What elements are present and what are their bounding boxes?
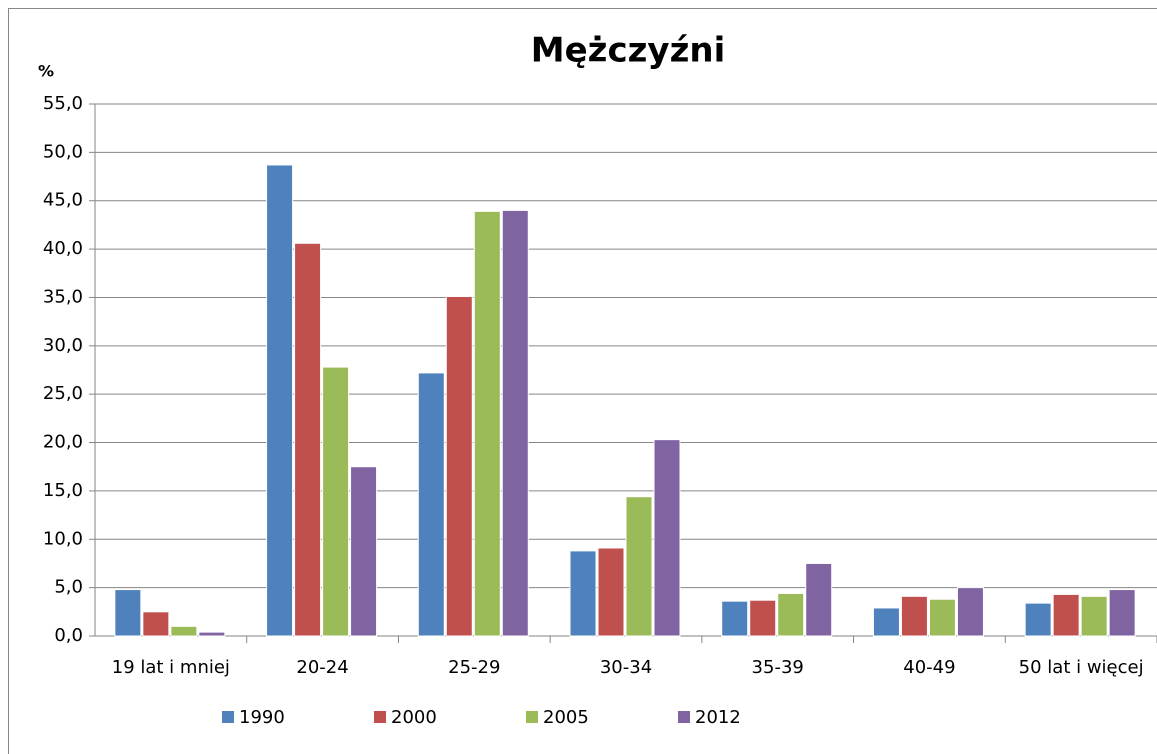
bar [322,366,350,637]
y-tick-label: 40,0 [43,238,83,259]
bar [1080,595,1108,637]
y-tick-label: 50,0 [43,141,83,162]
bar [266,164,294,637]
bar [114,589,142,637]
y-tick-label: 30,0 [43,335,83,356]
legend-swatch [222,711,234,723]
y-tick-label: 15,0 [43,480,83,501]
bar [928,598,956,637]
x-tick-label: 35-39 [752,657,804,678]
legend-swatch [526,711,538,723]
x-tick-label: 20-24 [296,657,348,678]
y-tick-label: 0,0 [54,625,83,646]
bar [956,587,984,637]
bar [625,496,653,637]
bar [805,562,833,637]
legend-label: 2000 [391,707,437,728]
bar [597,547,625,637]
bar [142,611,170,637]
legend-swatch [678,711,690,723]
x-tick-label: 19 lat i mniej [112,657,230,678]
bar [900,595,928,637]
legend-label: 2005 [543,707,589,728]
bar [417,372,445,637]
bar [350,466,378,637]
bar [1024,602,1052,637]
y-tick-label: 45,0 [43,190,83,211]
y-tick-label: 25,0 [43,383,83,404]
bar [721,600,749,637]
bar [294,242,322,637]
bar [1108,589,1136,637]
legend-swatch [374,711,386,723]
bar [170,625,198,637]
x-tick-label: 40-49 [903,657,955,678]
x-tick-label: 25-29 [448,657,500,678]
legend-label: 1990 [239,707,285,728]
x-tick-label: 30-34 [600,657,652,678]
bar [872,607,900,637]
y-tick-label: 35,0 [43,286,83,307]
bar [198,631,226,637]
x-tick-label: 50 lat i więcej [1019,657,1144,678]
chart-frame [8,8,1157,754]
bar [777,592,805,637]
y-tick-label: 55,0 [43,93,83,114]
y-axis-label: % [38,62,54,81]
bar [445,295,473,637]
bar [473,210,501,637]
y-tick-label: 20,0 [43,432,83,453]
bar [1052,593,1080,637]
chart-title: Mężczyźni [531,31,725,71]
bar [653,439,681,637]
bar [569,550,597,637]
y-tick-label: 10,0 [43,528,83,549]
legend-label: 2012 [695,707,741,728]
y-tick-label: 5,0 [54,577,83,598]
bar [501,209,529,637]
bar [749,599,777,637]
